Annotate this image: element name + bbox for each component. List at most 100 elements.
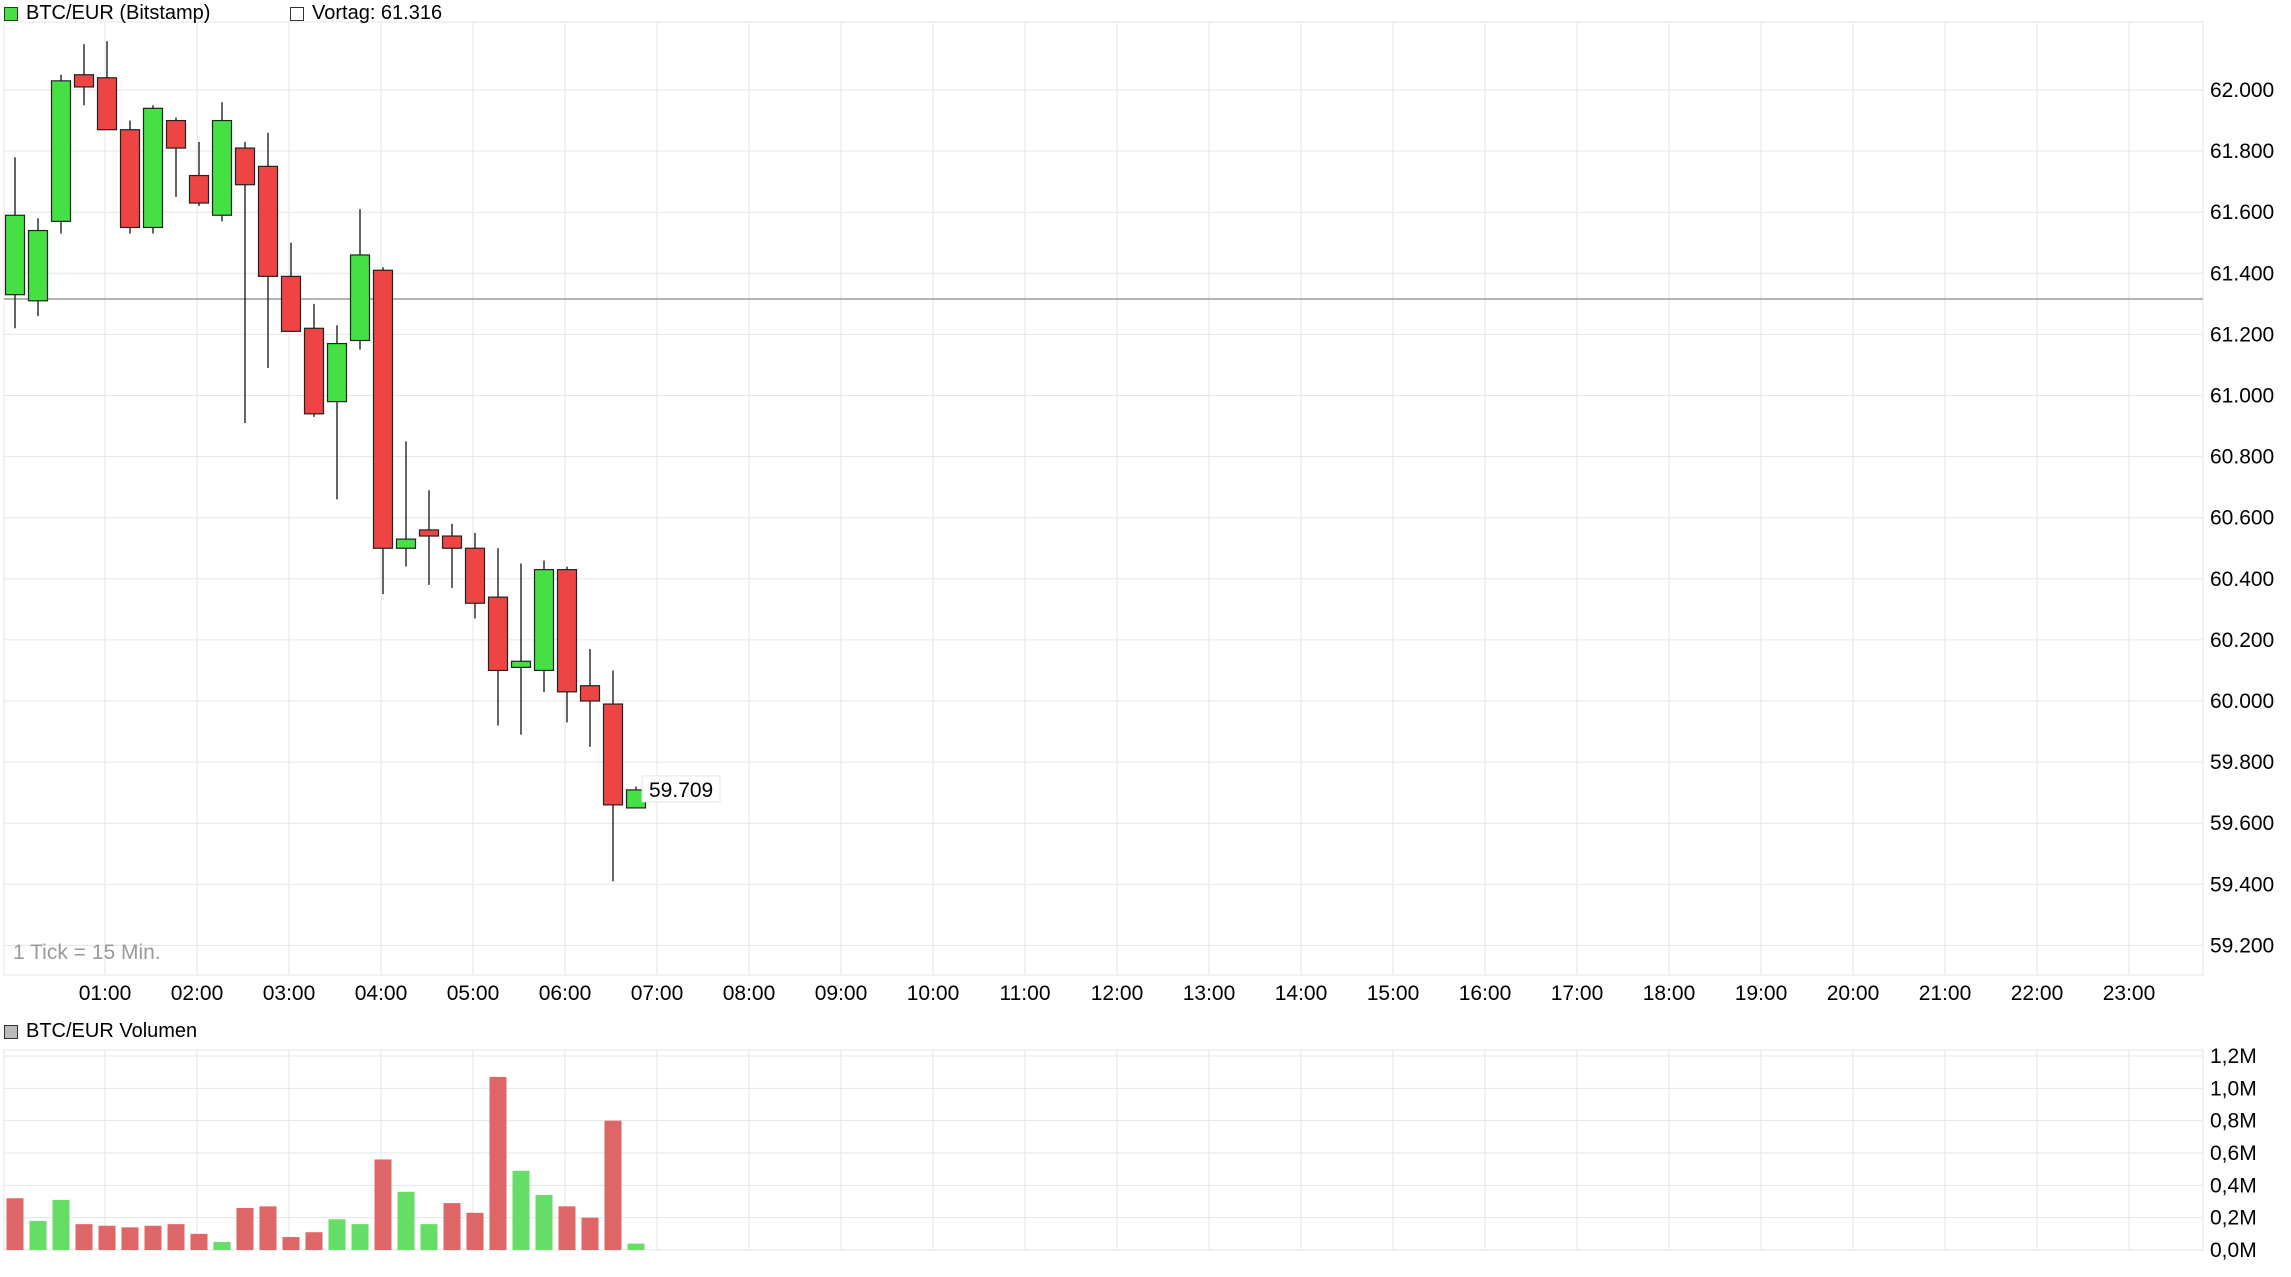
- volume-bar: [512, 1170, 530, 1250]
- price-legend-swatch: [4, 6, 18, 21]
- candle-body: [441, 535, 463, 549]
- volume-bar: [29, 1220, 47, 1250]
- candle-body: [556, 569, 578, 693]
- volume-bar: [420, 1224, 438, 1250]
- candle-body: [602, 703, 624, 806]
- volume-bar: [466, 1212, 484, 1250]
- x-tick-label: 19:00: [1735, 982, 1788, 1005]
- volume-bar: [6, 1198, 24, 1250]
- x-tick-label: 06:00: [539, 982, 592, 1005]
- volume-bar: [374, 1159, 392, 1250]
- candle-body: [119, 129, 141, 229]
- x-tick-label: 23:00: [2103, 982, 2156, 1005]
- volume-bar: [328, 1219, 346, 1250]
- y-tick-label: 61.800: [2210, 140, 2274, 163]
- x-tick-label: 15:00: [1367, 982, 1420, 1005]
- candle-body: [96, 77, 118, 131]
- y-tick-label: 60.800: [2210, 446, 2274, 469]
- candle-body: [510, 660, 532, 668]
- volume-y-tick-label: 1,2M: [2210, 1045, 2257, 1068]
- volume-y-tick-label: 0,0M: [2210, 1239, 2257, 1262]
- volume-bar: [604, 1120, 622, 1250]
- prev-close-legend-swatch: [290, 6, 304, 21]
- volume-bar: [397, 1191, 415, 1250]
- x-tick-label: 21:00: [1919, 982, 1972, 1005]
- x-tick-label: 18:00: [1643, 982, 1696, 1005]
- volume-y-tick-label: 0,8M: [2210, 1110, 2257, 1133]
- volume-y-tick-label: 0,6M: [2210, 1142, 2257, 1165]
- y-tick-label: 60.200: [2210, 629, 2274, 652]
- candle-body: [188, 174, 210, 204]
- x-tick-label: 13:00: [1183, 982, 1236, 1005]
- last-price-box: [641, 775, 721, 803]
- volume-bar: [259, 1206, 277, 1250]
- candle-body: [372, 269, 394, 549]
- volume-bar: [75, 1224, 93, 1250]
- candle-body: [533, 569, 555, 672]
- candle-body: [27, 229, 49, 302]
- candle-body: [234, 147, 256, 186]
- volume-legend-swatch: [4, 1024, 18, 1039]
- y-tick-label: 62.000: [2210, 79, 2274, 102]
- candle-body: [211, 119, 233, 216]
- x-tick-label: 02:00: [171, 982, 224, 1005]
- x-tick-label: 04:00: [355, 982, 408, 1005]
- volume-y-tick-label: 0,4M: [2210, 1174, 2257, 1197]
- volume-panel-frame: [3, 1049, 2204, 1251]
- candle-body: [142, 107, 164, 229]
- y-tick-label: 61.600: [2210, 201, 2274, 224]
- x-tick-label: 22:00: [2011, 982, 2064, 1005]
- x-tick-label: 12:00: [1091, 982, 1144, 1005]
- y-tick-label: 61.000: [2210, 385, 2274, 408]
- price-legend-label: BTC/EUR (Bitstamp): [26, 2, 211, 24]
- candle-body: [579, 685, 601, 702]
- x-tick-label: 08:00: [723, 982, 776, 1005]
- x-tick-label: 17:00: [1551, 982, 1604, 1005]
- x-tick-label: 09:00: [815, 982, 868, 1005]
- volume-bar: [190, 1233, 208, 1250]
- volume-bar: [581, 1217, 599, 1250]
- volume-legend: BTC/EUR Volumen: [4, 1020, 197, 1043]
- volume-bar: [282, 1237, 300, 1250]
- x-tick-label: 16:00: [1459, 982, 1512, 1005]
- x-tick-label: 10:00: [907, 982, 960, 1005]
- candle-body: [4, 214, 26, 296]
- volume-bar: [213, 1241, 231, 1250]
- volume-bar: [627, 1243, 645, 1250]
- volume-y-tick-label: 1,0M: [2210, 1077, 2257, 1100]
- prev-close-legend-label: Vortag: 61.316: [312, 2, 443, 24]
- tick-interval-note: 1 Tick = 15 Min.: [13, 941, 161, 964]
- volume-bar: [144, 1225, 162, 1250]
- x-tick-label: 05:00: [447, 982, 500, 1005]
- volume-legend-label: BTC/EUR Volumen: [26, 1020, 198, 1042]
- candle-body: [349, 254, 371, 342]
- volume-bar: [167, 1224, 185, 1250]
- volume-bar: [351, 1224, 369, 1250]
- y-tick-label: 59.800: [2210, 751, 2274, 774]
- y-tick-label: 60.600: [2210, 507, 2274, 530]
- volume-bar: [535, 1195, 553, 1250]
- volume-bar: [121, 1227, 139, 1250]
- volume-bar: [558, 1206, 576, 1250]
- prev-close-legend: Vortag: 61.316: [290, 2, 442, 25]
- y-tick-label: 60.400: [2210, 568, 2274, 591]
- candle-body: [395, 538, 417, 549]
- price-legend: BTC/EUR (Bitstamp): [4, 2, 210, 25]
- y-tick-label: 59.400: [2210, 873, 2274, 896]
- candle-body: [464, 547, 486, 604]
- candle-body: [280, 275, 302, 332]
- volume-bar: [305, 1232, 323, 1250]
- x-tick-label: 03:00: [263, 982, 316, 1005]
- last-price-label: 59.709: [649, 779, 713, 802]
- x-tick-label: 07:00: [631, 982, 684, 1005]
- x-tick-label: 01:00: [79, 982, 132, 1005]
- candle-body: [50, 80, 72, 222]
- y-tick-label: 61.400: [2210, 262, 2274, 285]
- candle-body: [303, 327, 325, 415]
- y-tick-label: 59.200: [2210, 934, 2274, 957]
- volume-bar: [98, 1225, 116, 1250]
- y-tick-label: 61.200: [2210, 323, 2274, 346]
- y-tick-label: 59.600: [2210, 812, 2274, 835]
- candle-body: [257, 165, 279, 277]
